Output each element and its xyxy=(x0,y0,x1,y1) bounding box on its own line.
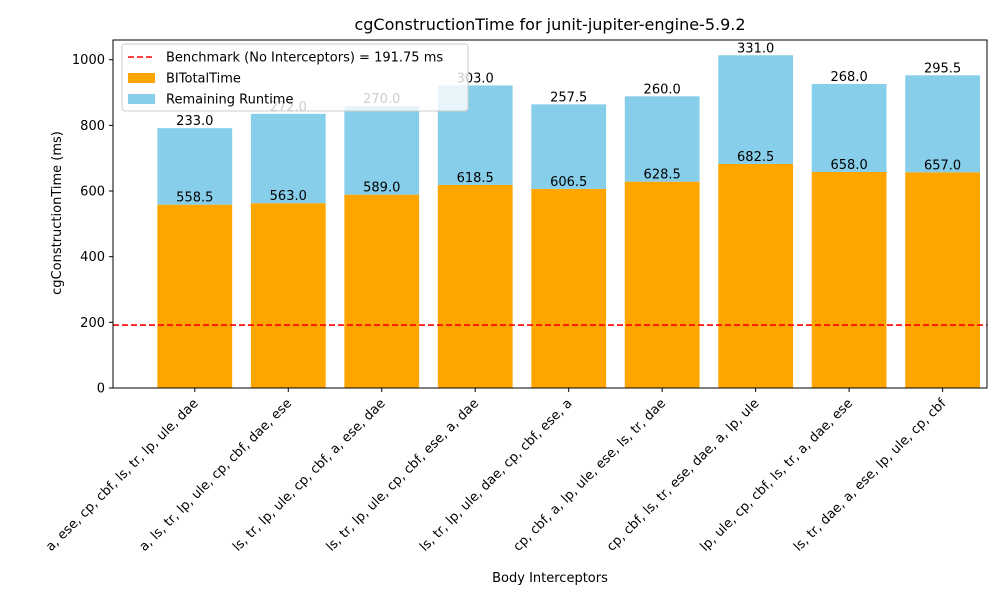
bars-layer xyxy=(157,55,980,388)
y-tick-label: 1000 xyxy=(72,53,105,68)
data-label-bitotaltime: 682.5 xyxy=(737,150,774,165)
data-label-bitotaltime: 657.0 xyxy=(924,158,961,173)
bar-remaining-runtime xyxy=(905,75,980,173)
x-tick-label: cp, cbf, a, lp, ule, ese, ls, tr, dae xyxy=(511,396,669,554)
data-label-remaining-runtime: 260.0 xyxy=(644,82,681,97)
bar-remaining-runtime xyxy=(811,83,887,172)
data-label-remaining-runtime: 233.0 xyxy=(176,114,213,129)
legend-entry-benchmark-label: Benchmark (No Interceptors) = 191.75 ms xyxy=(166,51,443,66)
y-tick-label: 400 xyxy=(80,250,105,265)
data-label-bitotaltime: 658.0 xyxy=(831,158,868,173)
x-tick-label: a, ese, cp, cbf, ls, tr, lp, ule, dae xyxy=(43,396,201,554)
y-tick-label: 0 xyxy=(97,382,105,397)
legend-box xyxy=(121,43,469,112)
bar-bitotaltime xyxy=(718,163,794,388)
bar-remaining-runtime xyxy=(157,128,233,205)
y-axis-title: cgConstructionTime (ms) xyxy=(50,131,65,295)
legend-entry-remaining-runtime-marker xyxy=(128,94,155,104)
x-tick-label: ls, tr, lp, ule, cp, cbf, a, ese, dae xyxy=(230,396,388,554)
x-tick-label: ls, tr, lp, ule, cp, cbf, ese, a, dae xyxy=(324,396,482,554)
data-label-bitotaltime: 589.0 xyxy=(363,181,400,196)
data-label-remaining-runtime: 268.0 xyxy=(831,70,868,85)
bar-bitotaltime xyxy=(811,171,887,388)
legend: Benchmark (No Interceptors) = 191.75 ms B… xyxy=(121,43,469,112)
data-label-remaining-runtime: 331.0 xyxy=(737,41,774,56)
chart-title: cgConstructionTime for junit-jupiter-eng… xyxy=(354,15,745,34)
bar-bitotaltime xyxy=(157,204,233,388)
data-label-bitotaltime: 618.5 xyxy=(457,171,494,186)
data-label-remaining-runtime: 257.5 xyxy=(550,90,587,105)
plot-frame xyxy=(112,39,988,389)
x-tick-label: ls, tr, lp, ule, dae, cp, cbf, ese, a xyxy=(417,396,575,554)
data-label-bitotaltime: 563.0 xyxy=(270,189,307,204)
bar-remaining-runtime xyxy=(718,55,794,164)
bar-bitotaltime xyxy=(437,184,513,388)
bar-remaining-runtime xyxy=(344,105,420,195)
legend-entry-remaining-runtime-label: Remaining Runtime xyxy=(166,93,293,108)
x-tick-label: ls, tr, dae, a, ese, lp, ule, cp, cbf xyxy=(791,396,950,555)
y-tick-label: 600 xyxy=(80,185,105,200)
data-label-remaining-runtime: 295.5 xyxy=(924,61,961,76)
x-tick-label: a, ls, tr, lp, ule, cp, cbf, dae, ese xyxy=(137,396,295,554)
bar-remaining-runtime xyxy=(531,104,607,189)
y-tick-label: 800 xyxy=(80,119,105,134)
data-label-bitotaltime: 606.5 xyxy=(550,175,587,190)
data-label-bitotaltime: 628.5 xyxy=(644,168,681,183)
x-tick-label: cp, cbf, ls, tr, ese, dae, a, lp, ule xyxy=(604,396,762,554)
y-tick-label: 200 xyxy=(80,316,105,331)
bar-bitotaltime xyxy=(250,203,326,388)
bar-remaining-runtime xyxy=(624,96,700,182)
legend-entry-bitotaltime-label: BITotalTime xyxy=(166,72,241,87)
bar-bitotaltime xyxy=(624,181,700,388)
legend-entry-bitotaltime-marker xyxy=(128,73,155,83)
bar-bitotaltime xyxy=(344,194,420,388)
bar-bitotaltime xyxy=(905,172,980,388)
data-label-bitotaltime: 558.5 xyxy=(176,191,213,206)
x-tick-label: lp, ule, cp, cbf, ls, tr, a, dae, ese xyxy=(698,396,856,554)
bar-remaining-runtime xyxy=(250,113,326,204)
bar-bitotaltime xyxy=(531,188,607,388)
x-axis-title: Body Interceptors xyxy=(492,571,608,586)
